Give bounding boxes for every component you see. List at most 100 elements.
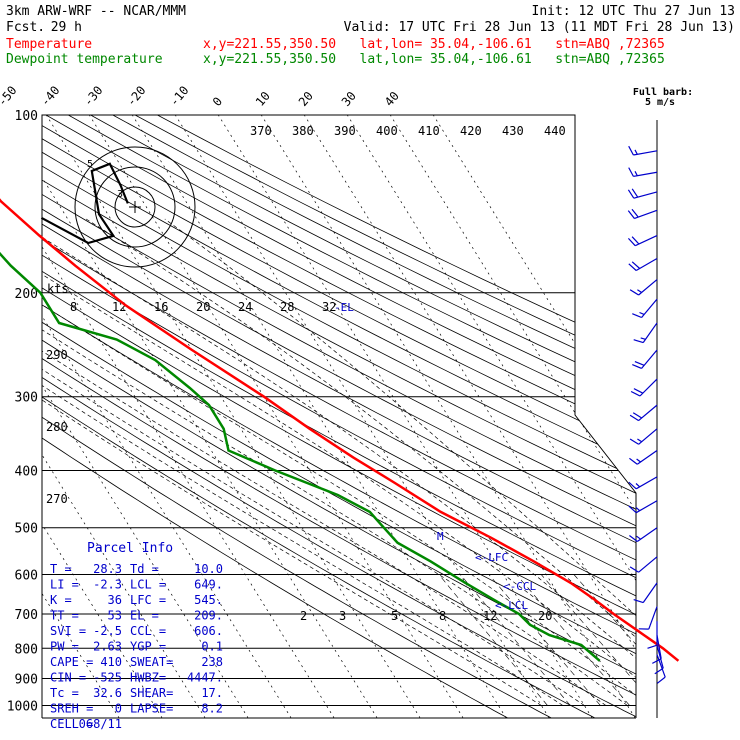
location-info-dew: x,y=221.55,350.50 lat,lon= 35.04,-106.61…: [203, 52, 665, 67]
mixing-ratio-label: 2: [300, 609, 307, 623]
parcel-value: CAPE =: [50, 655, 93, 669]
wind-barb-flag: [629, 289, 639, 296]
theta-label: 370: [250, 124, 272, 138]
parcel-value: PW =: [50, 640, 79, 654]
wind-barb-flag: [627, 189, 635, 199]
hodo-speed-label: 20: [196, 300, 210, 314]
wind-barb-flag: [632, 364, 642, 369]
dry-adiabat: [42, 115, 552, 718]
parcel-value: 0: [115, 702, 122, 716]
wind-barb-flag: [647, 644, 658, 649]
dry-adiabat: [42, 115, 636, 718]
isotherm: [347, 115, 636, 718]
dry-adiabat: [42, 115, 636, 718]
moist-adiabat: [42, 218, 585, 706]
forecast-label: Fcst.: [6, 20, 45, 35]
dry-adiabat: [42, 115, 596, 718]
wind-barb-flag: [656, 676, 666, 684]
isotherm-label: 30: [339, 89, 359, 109]
parcel-info-panel: Parcel Info T = 28.3 Td = 10.0 LI = -2.3 LCL =…: [50, 541, 223, 731]
pressure-tick-label: 500: [15, 522, 38, 537]
dry-adiabat: [42, 115, 636, 718]
wind-barb-flag: [628, 481, 637, 490]
hodo-ring-label: 3: [117, 189, 123, 200]
pressure-tick-label: 300: [15, 391, 38, 406]
isotherm: [218, 115, 593, 718]
wind-barb-staff: [656, 644, 664, 669]
isotherm: [46, 115, 421, 718]
parcel-value: SREH =: [50, 702, 93, 716]
parcel-value: LAPSE=: [130, 702, 173, 716]
hodo-speed-label: 12: [112, 300, 126, 314]
wind-barb-flag: [630, 390, 641, 397]
dry-adiabat: [42, 115, 636, 718]
isotherm: [261, 115, 636, 718]
dry-adiabat: [42, 115, 508, 718]
parcel-value: 545.: [194, 593, 223, 607]
parcel-value: 068/11: [79, 717, 122, 731]
isotherm: [304, 115, 636, 718]
grid-clipped: [42, 115, 636, 718]
moist-adiabat: [42, 218, 564, 706]
dry-adiabat: [68, 115, 636, 718]
hodo-speed-label: 28: [280, 300, 294, 314]
parcel-value: 53: [108, 609, 122, 623]
dry-adiabat: [42, 115, 636, 718]
parcel-info-title: Parcel Info: [87, 541, 173, 556]
parcel-value: K =: [50, 593, 72, 607]
parcel-value: 0.1: [201, 640, 223, 654]
legend-dewpoint: Dewpoint temperature: [6, 52, 163, 67]
parcel-value: Td =: [130, 562, 159, 576]
isotherm-label: 0: [210, 94, 225, 109]
wind-barb-flag: [637, 289, 643, 294]
mixing-ratio-line: [488, 574, 601, 706]
parcel-value: Tc =: [50, 686, 79, 700]
dry-adiabat: [42, 115, 636, 718]
wind-barb-flag: [628, 145, 634, 156]
theta-side-label: 290: [46, 348, 68, 362]
wind-barb-staff: [633, 150, 658, 156]
isotherm: [175, 115, 550, 718]
level-marker: <-LCL: [495, 599, 528, 612]
isotherm: [42, 115, 335, 718]
parcel-value: YGP =: [130, 640, 166, 654]
wind-barb-staff: [633, 191, 658, 199]
parcel-value: 4447.: [187, 671, 223, 685]
wind-barb-staff: [648, 606, 658, 630]
dry-adiabat: [42, 115, 636, 718]
wind-barb-flag: [640, 337, 646, 340]
wind-barb-flag: [632, 313, 642, 319]
hodo-speed-label: 24: [238, 300, 252, 314]
moist-adiabat: [42, 218, 607, 706]
isotherm-label: 20: [296, 89, 316, 109]
dry-adiabat: [42, 115, 636, 718]
parcel-value: -2.5: [93, 624, 122, 638]
wind-barb-staff: [638, 556, 658, 573]
moist-adiabat: [42, 218, 542, 706]
wind-barb-flag: [629, 457, 638, 465]
dry-adiabat: [42, 115, 636, 718]
wind-barb-flag: [652, 658, 662, 664]
wind-barb-flag: [634, 361, 645, 366]
wind-barb-flag: [629, 566, 639, 573]
wind-barb-flag: [635, 483, 641, 488]
wind-barb-flag: [633, 599, 644, 604]
parcel-value: CCL =: [130, 624, 166, 638]
mixing-ratio-label: 20: [538, 609, 552, 623]
wind-barb-flag: [627, 237, 636, 247]
pressure-tick-label: 700: [15, 608, 38, 623]
dry-adiabat: [42, 115, 636, 718]
wind-barb-flag: [633, 388, 644, 394]
theta-side-label: 270: [46, 492, 68, 506]
wind-barb-flag: [629, 438, 639, 445]
wind-barb-flag: [631, 188, 639, 198]
dry-adiabat: [45, 115, 636, 718]
parcel-value: 649.: [194, 578, 223, 592]
wind-barb-staff: [642, 582, 658, 603]
parcel-value: CELL =: [50, 717, 93, 731]
pressure-tick-label: 800: [15, 642, 38, 657]
parcel-value: T =: [50, 562, 72, 576]
wind-barb-flag: [631, 236, 640, 245]
profile-layer: -EL <-LFC <-CCL <-LCL M: [0, 198, 680, 662]
hodo-speed-label: 16: [154, 300, 168, 314]
